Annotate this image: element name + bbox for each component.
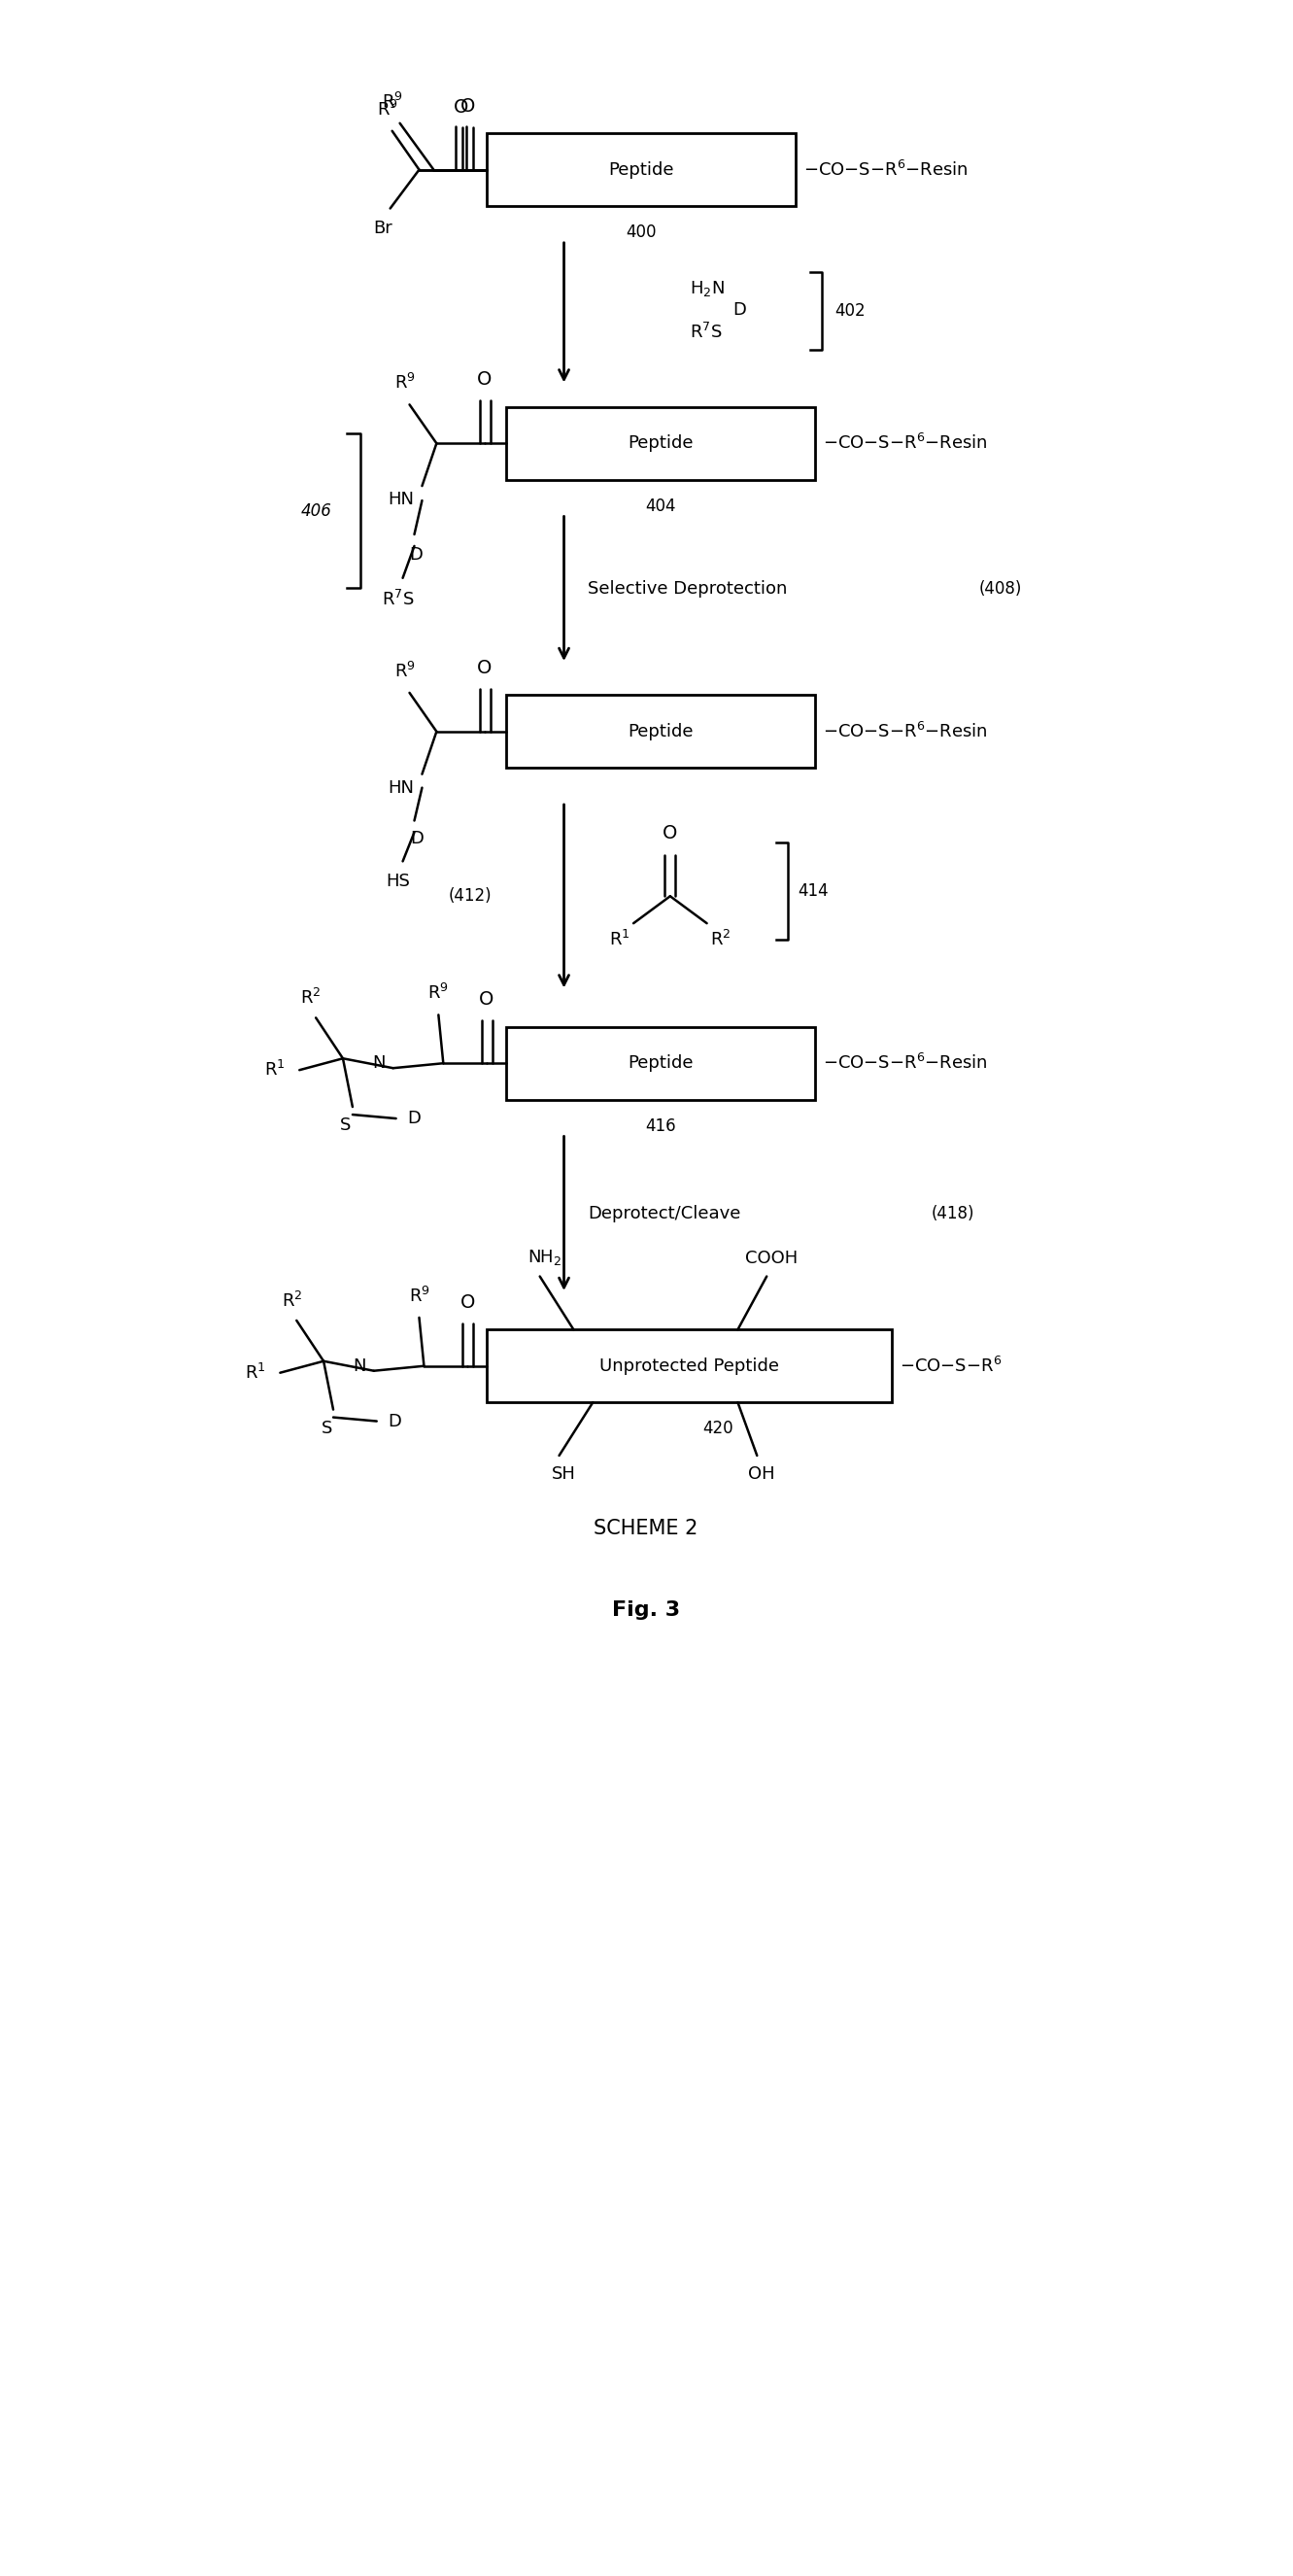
FancyBboxPatch shape [506,407,815,479]
Text: 414: 414 [798,884,829,899]
Text: R$^1$: R$^1$ [264,1061,284,1079]
Text: (408): (408) [979,580,1023,598]
Text: $-$CO$-$S$-$R$^6$$-$Resin: $-$CO$-$S$-$R$^6$$-$Resin [822,1054,988,1074]
Text: H$_2$N: H$_2$N [689,278,724,299]
Text: Deprotect/Cleave: Deprotect/Cleave [588,1206,741,1221]
Text: SH: SH [552,1466,577,1484]
Text: 406: 406 [301,502,332,520]
FancyBboxPatch shape [506,696,815,768]
Text: S: S [321,1419,332,1437]
Text: (412): (412) [449,889,491,904]
Text: $-$CO$-$S$-$R$^6$$-$Resin: $-$CO$-$S$-$R$^6$$-$Resin [822,433,988,453]
Text: Fig. 3: Fig. 3 [612,1600,680,1620]
Text: HN: HN [388,492,414,507]
Text: O: O [480,992,494,1010]
Text: R$^7$S: R$^7$S [381,590,414,608]
Text: O: O [460,98,475,116]
Text: Br: Br [372,219,392,237]
Text: R$^9$: R$^9$ [381,93,402,111]
Text: R$^2$: R$^2$ [282,1291,303,1311]
Text: 420: 420 [703,1419,734,1437]
Text: Peptide: Peptide [627,724,693,739]
Text: O: O [460,1293,475,1311]
FancyBboxPatch shape [486,134,795,206]
FancyBboxPatch shape [486,1329,892,1401]
Text: R$^9$: R$^9$ [394,374,415,394]
Text: Peptide: Peptide [627,435,693,451]
Text: R$^1$: R$^1$ [244,1363,265,1383]
Text: Unprotected Peptide: Unprotected Peptide [600,1358,780,1376]
Text: O: O [477,371,493,389]
Text: R$^9$: R$^9$ [394,662,415,680]
Text: S: S [340,1115,352,1133]
Text: 416: 416 [645,1118,676,1133]
Text: 404: 404 [645,497,676,515]
Text: 400: 400 [626,224,657,242]
Text: NH$_2$: NH$_2$ [528,1247,561,1267]
Text: N: N [372,1054,385,1072]
Text: D: D [410,546,423,564]
Text: Peptide: Peptide [627,1054,693,1072]
Text: D: D [733,301,746,319]
Text: COOH: COOH [745,1249,798,1267]
Text: D: D [410,829,424,848]
Text: $-$CO$-$S$-$R$^6$$-$Resin: $-$CO$-$S$-$R$^6$$-$Resin [803,160,968,180]
Text: 402: 402 [834,301,865,319]
Text: R$^9$: R$^9$ [428,984,449,1002]
Text: R$^2$: R$^2$ [710,930,731,951]
Text: (418): (418) [931,1206,974,1221]
Text: Peptide: Peptide [609,160,674,178]
Text: $-$CO$-$S$-$R$^6$: $-$CO$-$S$-$R$^6$ [900,1355,1002,1376]
Text: R$^9$: R$^9$ [376,100,398,118]
Text: O: O [663,824,678,842]
Text: O: O [454,98,468,116]
Text: D: D [407,1110,422,1128]
Text: $-$CO$-$S$-$R$^6$$-$Resin: $-$CO$-$S$-$R$^6$$-$Resin [822,721,988,742]
Text: O: O [477,659,493,677]
Text: HN: HN [388,778,414,796]
Text: HS: HS [385,873,410,891]
Text: R$^7$S: R$^7$S [689,322,721,343]
Text: R$^1$: R$^1$ [609,930,631,951]
Text: R$^2$: R$^2$ [301,989,322,1007]
Text: D: D [388,1412,402,1430]
Text: R$^9$: R$^9$ [409,1285,429,1306]
FancyBboxPatch shape [506,1028,815,1100]
Text: N: N [353,1358,366,1376]
Text: SCHEME 2: SCHEME 2 [593,1517,698,1538]
Text: Selective Deprotection: Selective Deprotection [588,580,787,598]
Text: OH: OH [749,1466,776,1484]
